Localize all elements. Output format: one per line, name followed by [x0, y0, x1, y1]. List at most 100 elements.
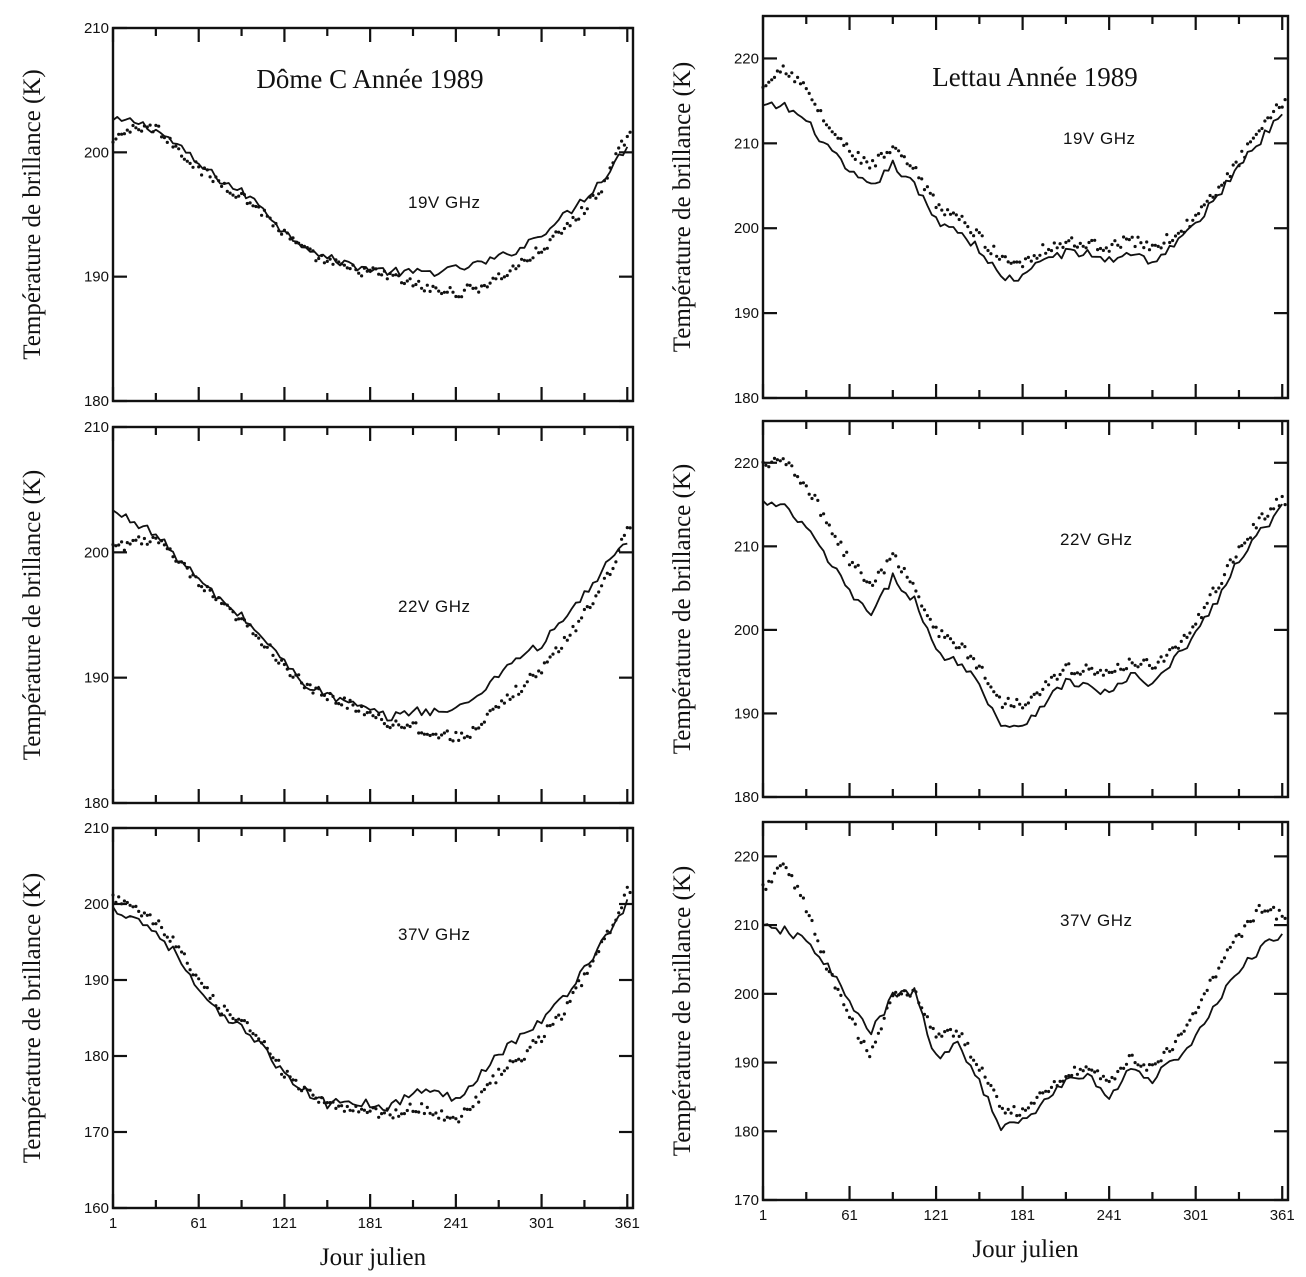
- observed-point: [911, 166, 915, 170]
- y-tick-label: 190: [84, 269, 109, 286]
- observed-point: [853, 157, 857, 161]
- observed-point: [897, 565, 901, 569]
- observed-point: [257, 1037, 261, 1041]
- observed-point: [1119, 667, 1123, 671]
- observed-point: [1165, 653, 1169, 657]
- observed-point: [1272, 109, 1276, 114]
- observed-point: [772, 456, 777, 460]
- observed-point: [885, 559, 889, 563]
- observed-point: [314, 686, 318, 690]
- observed-point: [1222, 181, 1227, 185]
- observed-point: [617, 911, 621, 915]
- observed-point: [1272, 507, 1276, 511]
- observed-point: [517, 264, 521, 268]
- observed-point: [445, 290, 449, 294]
- observed-point: [1044, 680, 1048, 684]
- y-tick-label: 210: [84, 419, 109, 436]
- observed-point: [331, 1100, 335, 1104]
- observed-point: [565, 221, 569, 226]
- observed-point: [300, 1089, 304, 1093]
- observed-point: [425, 732, 429, 736]
- observed-point: [1176, 1033, 1180, 1037]
- observed-point: [960, 214, 964, 218]
- observed-point: [568, 999, 572, 1004]
- observed-point: [1182, 230, 1186, 234]
- observed-point: [1150, 243, 1154, 247]
- observed-point: [571, 215, 575, 220]
- observed-point: [882, 1016, 886, 1020]
- model-series-line: [762, 101, 1283, 282]
- observed-point: [482, 283, 486, 288]
- y-tick-label: 190: [84, 972, 109, 989]
- observed-point: [602, 937, 607, 941]
- observed-point: [888, 1001, 892, 1005]
- observed-point: [856, 1036, 860, 1040]
- observed-point: [1075, 1072, 1079, 1076]
- observed-point: [185, 159, 189, 163]
- observed-point: [1173, 1039, 1178, 1044]
- y-tick-label: 180: [734, 789, 759, 806]
- observed-point: [1153, 1062, 1157, 1066]
- observed-point: [1116, 243, 1120, 247]
- observed-point: [302, 1085, 306, 1089]
- observed-point: [946, 634, 950, 638]
- observed-point: [1173, 234, 1178, 238]
- observed-point: [494, 277, 498, 281]
- observed-point: [337, 260, 341, 264]
- observed-point: [842, 143, 846, 147]
- observed-point: [542, 661, 547, 665]
- observed-point: [408, 724, 412, 729]
- y-tick-label: 220: [734, 455, 759, 472]
- observed-point: [362, 266, 366, 270]
- observed-point: [995, 1094, 999, 1099]
- observed-point: [182, 952, 186, 956]
- observed-point: [796, 884, 800, 888]
- observed-point: [969, 654, 973, 658]
- observed-point: [162, 543, 166, 547]
- observed-point: [960, 642, 964, 646]
- observed-point: [214, 175, 218, 179]
- observed-point: [1124, 667, 1129, 671]
- observed-point: [371, 714, 375, 718]
- observed-point: [775, 69, 780, 73]
- observed-point: [940, 1034, 944, 1038]
- observed-point: [1272, 905, 1276, 910]
- observed-point: [761, 883, 765, 887]
- chart-lettau-22v: 180 190 200 210 220 22V GHz Température de b…: [669, 419, 1290, 806]
- observed-point: [859, 161, 863, 165]
- observed-point: [1029, 259, 1033, 263]
- observed-point: [983, 676, 987, 680]
- observed-point: [362, 1108, 366, 1112]
- observed-point: [827, 970, 831, 974]
- observed-point: [442, 731, 446, 735]
- observed-point: [1231, 163, 1235, 167]
- observed-point: [211, 993, 215, 998]
- observed-point: [297, 1087, 301, 1091]
- observed-point: [1009, 261, 1013, 265]
- observed-point: [784, 866, 788, 870]
- observed-point: [174, 144, 178, 148]
- observed-point: [972, 1058, 976, 1062]
- observed-point: [377, 272, 381, 276]
- observed-point: [1084, 663, 1088, 667]
- observed-point: [420, 731, 424, 735]
- observed-point: [142, 911, 146, 915]
- observed-point: [1093, 672, 1097, 676]
- observed-point: [1064, 1075, 1068, 1079]
- observed-point: [1274, 497, 1279, 501]
- observed-point: [1185, 218, 1189, 222]
- observed-point: [617, 548, 621, 552]
- observed-point: [997, 695, 1002, 699]
- observed-point: [628, 130, 632, 134]
- observed-point: [865, 580, 869, 584]
- observed-point: [542, 1034, 547, 1039]
- observed-series: [111, 526, 632, 743]
- observed-series: [111, 123, 632, 299]
- observed-point: [588, 195, 592, 199]
- plot-frame: [111, 26, 635, 403]
- observed-point: [1049, 1085, 1054, 1089]
- observed-point: [391, 723, 395, 727]
- observed-point: [1127, 657, 1131, 661]
- observed-point: [471, 286, 475, 290]
- observed-point: [1228, 174, 1232, 179]
